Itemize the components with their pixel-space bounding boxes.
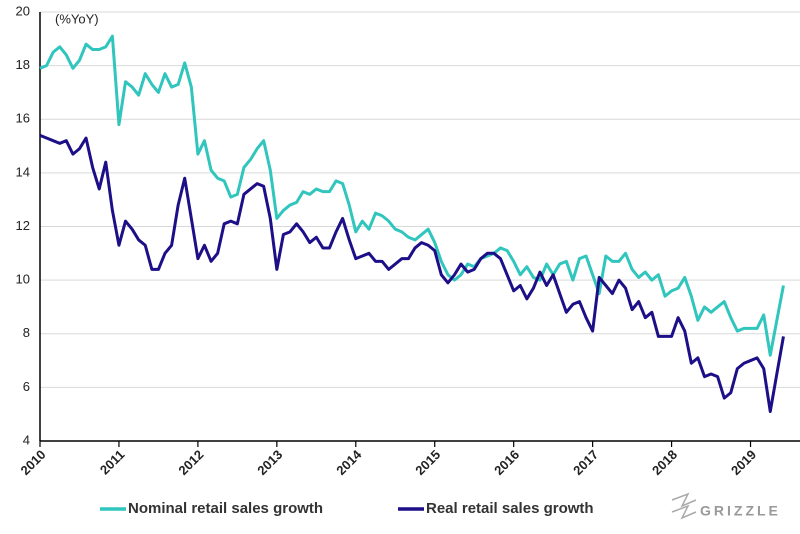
legend-label: Real retail sales growth [426, 500, 594, 517]
unit-annotation: (%YoY) [55, 11, 99, 26]
logo-text: GRIZZLE [700, 503, 781, 519]
x-tick-label: 2014 [333, 446, 365, 478]
x-tick-label: 2019 [728, 447, 759, 478]
x-tick-label: 2010 [17, 447, 48, 478]
legend-item: Real retail sales growth [398, 500, 594, 517]
y-tick-label: 14 [16, 164, 30, 179]
series-line [39, 34, 785, 357]
y-tick-label: 18 [16, 57, 30, 72]
x-tick-label: 2016 [491, 447, 522, 478]
y-tick-label: 10 [16, 272, 30, 287]
logo: GRIZZLE [671, 492, 781, 520]
x-tick-label: 2013 [254, 447, 285, 478]
x-tick-label: 2015 [412, 447, 443, 478]
y-tick-label: 6 [23, 379, 30, 394]
y-tick-label: 16 [16, 111, 30, 126]
x-tick-label: 2018 [649, 447, 680, 478]
y-tick-label: 20 [16, 3, 30, 18]
legend-item: Nominal retail sales growth [100, 500, 323, 517]
series-line [39, 133, 785, 414]
x-tick-label: 2017 [570, 447, 601, 478]
y-tick-label: 8 [23, 325, 30, 340]
logo-icon [671, 492, 697, 520]
x-tick-label: 2012 [175, 447, 206, 478]
y-tick-label: 12 [16, 218, 30, 233]
legend-label: Nominal retail sales growth [128, 500, 323, 517]
y-tick-label: 4 [23, 432, 30, 447]
x-tick-label: 2011 [97, 447, 128, 478]
